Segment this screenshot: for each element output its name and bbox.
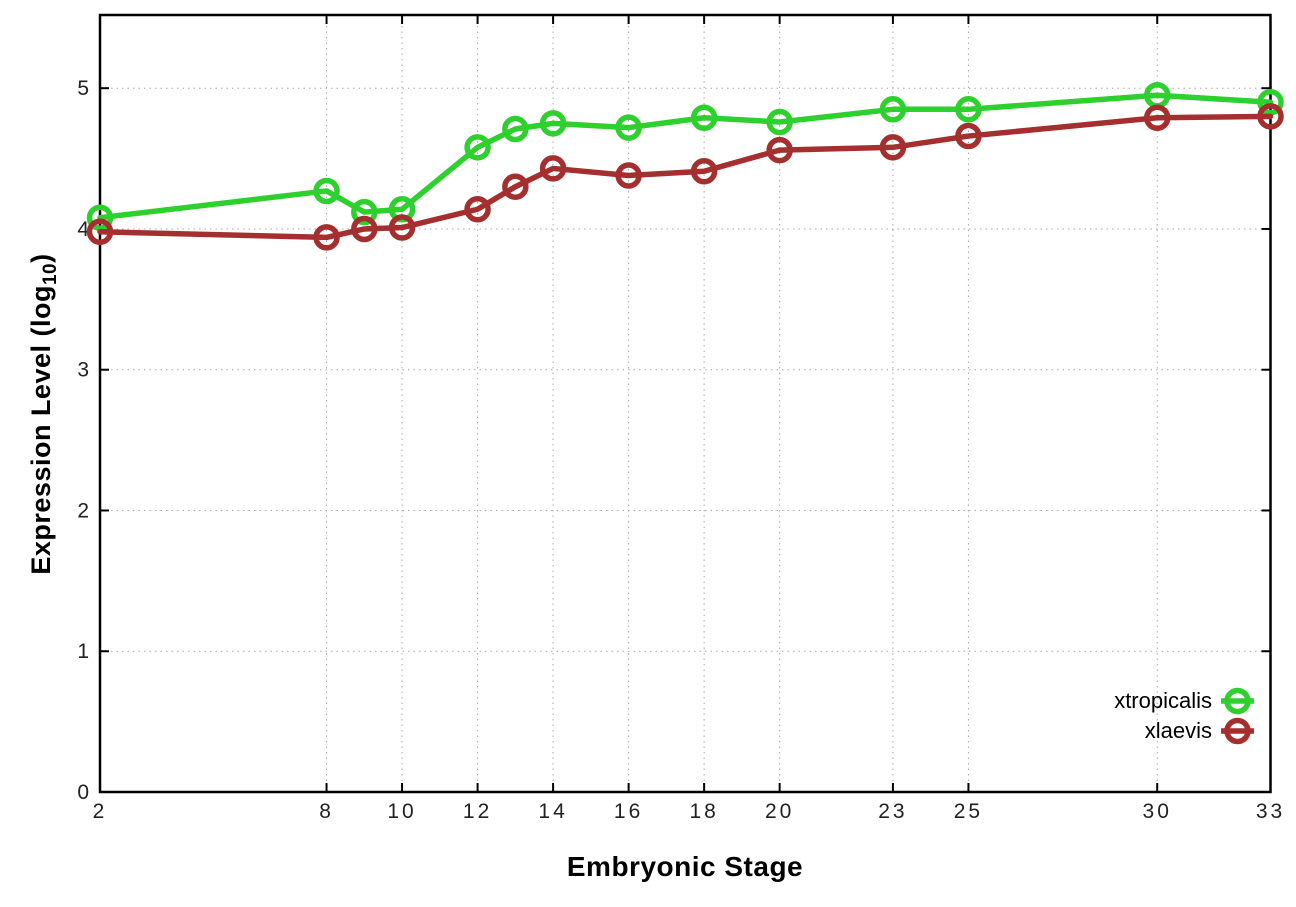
series-marker-xtropicalis (351, 198, 378, 226)
legend-marker-xtropicalis (1224, 687, 1251, 715)
x-tick-label: 2 (93, 800, 108, 823)
y-axis-title-text: Expression Level (log (25, 285, 56, 575)
x-tick-label: 14 (538, 800, 567, 823)
series-marker-xlaevis (879, 134, 907, 161)
series-marker-xtropicalis (539, 110, 567, 137)
x-tick-label: 12 (463, 800, 492, 823)
y-tick-label: 1 (77, 640, 89, 663)
y-tick-label: 0 (77, 781, 89, 804)
series-marker-xtropicalis (502, 115, 529, 143)
legend-label-xtropicalis: xtropicalis (1114, 688, 1212, 713)
plot-border (98, 13, 1272, 794)
series-marker-xtropicalis (1257, 89, 1284, 116)
x-tick-label: 18 (689, 800, 718, 823)
series-marker-xlaevis (464, 196, 491, 223)
series-marker-xtropicalis (464, 134, 491, 161)
x-tick-label: 16 (614, 800, 643, 823)
series-marker-xlaevis (502, 173, 529, 200)
y-axis-title-subscript: 10 (40, 262, 62, 286)
y-tick-label: 4 (77, 218, 89, 241)
series-marker-xtropicalis (879, 96, 907, 123)
legend-label-xlaevis: xlaevis (1145, 718, 1212, 743)
x-tick-label: 10 (387, 800, 416, 823)
x-tick-label: 8 (319, 800, 334, 823)
x-tick-label: 25 (954, 800, 983, 823)
series-marker-xtropicalis (955, 96, 982, 123)
series-marker-xtropicalis (313, 177, 340, 205)
series-marker-xlaevis (1143, 104, 1171, 132)
y-axis-title: Expression Level (log10) (26, 253, 62, 574)
series-marker-xlaevis (86, 218, 114, 246)
series-marker-xlaevis (313, 224, 340, 251)
x-tick-label: 33 (1256, 800, 1285, 823)
series-marker-xlaevis (1257, 103, 1284, 130)
series-marker-xlaevis (766, 136, 793, 164)
series-marker-xtropicalis (615, 114, 642, 141)
x-tick-label: 23 (878, 800, 907, 823)
series-marker-xlaevis (539, 155, 567, 182)
y-axis-title-suffix: ) (25, 253, 56, 263)
series-marker-xlaevis (615, 162, 642, 189)
x-tick-label: 20 (765, 800, 794, 823)
y-tick-label: 5 (77, 77, 89, 100)
series-marker-xtropicalis (86, 204, 114, 231)
y-tick-label: 2 (77, 499, 89, 522)
legend-marker-xlaevis (1224, 717, 1251, 745)
y-tick-label: 3 (77, 359, 89, 382)
series-marker-xlaevis (388, 214, 416, 241)
series-line-xtropicalis (97, 92, 1274, 221)
x-axis-title: Embryonic Stage (566, 851, 804, 882)
series-marker-xtropicalis (690, 104, 718, 132)
x-tick-label: 30 (1143, 800, 1172, 823)
series-marker-xtropicalis (766, 108, 793, 136)
series-marker-xlaevis (690, 157, 718, 185)
series-marker-xlaevis (351, 215, 378, 243)
series-line-xlaevis (97, 113, 1274, 241)
series-marker-xlaevis (955, 122, 982, 150)
